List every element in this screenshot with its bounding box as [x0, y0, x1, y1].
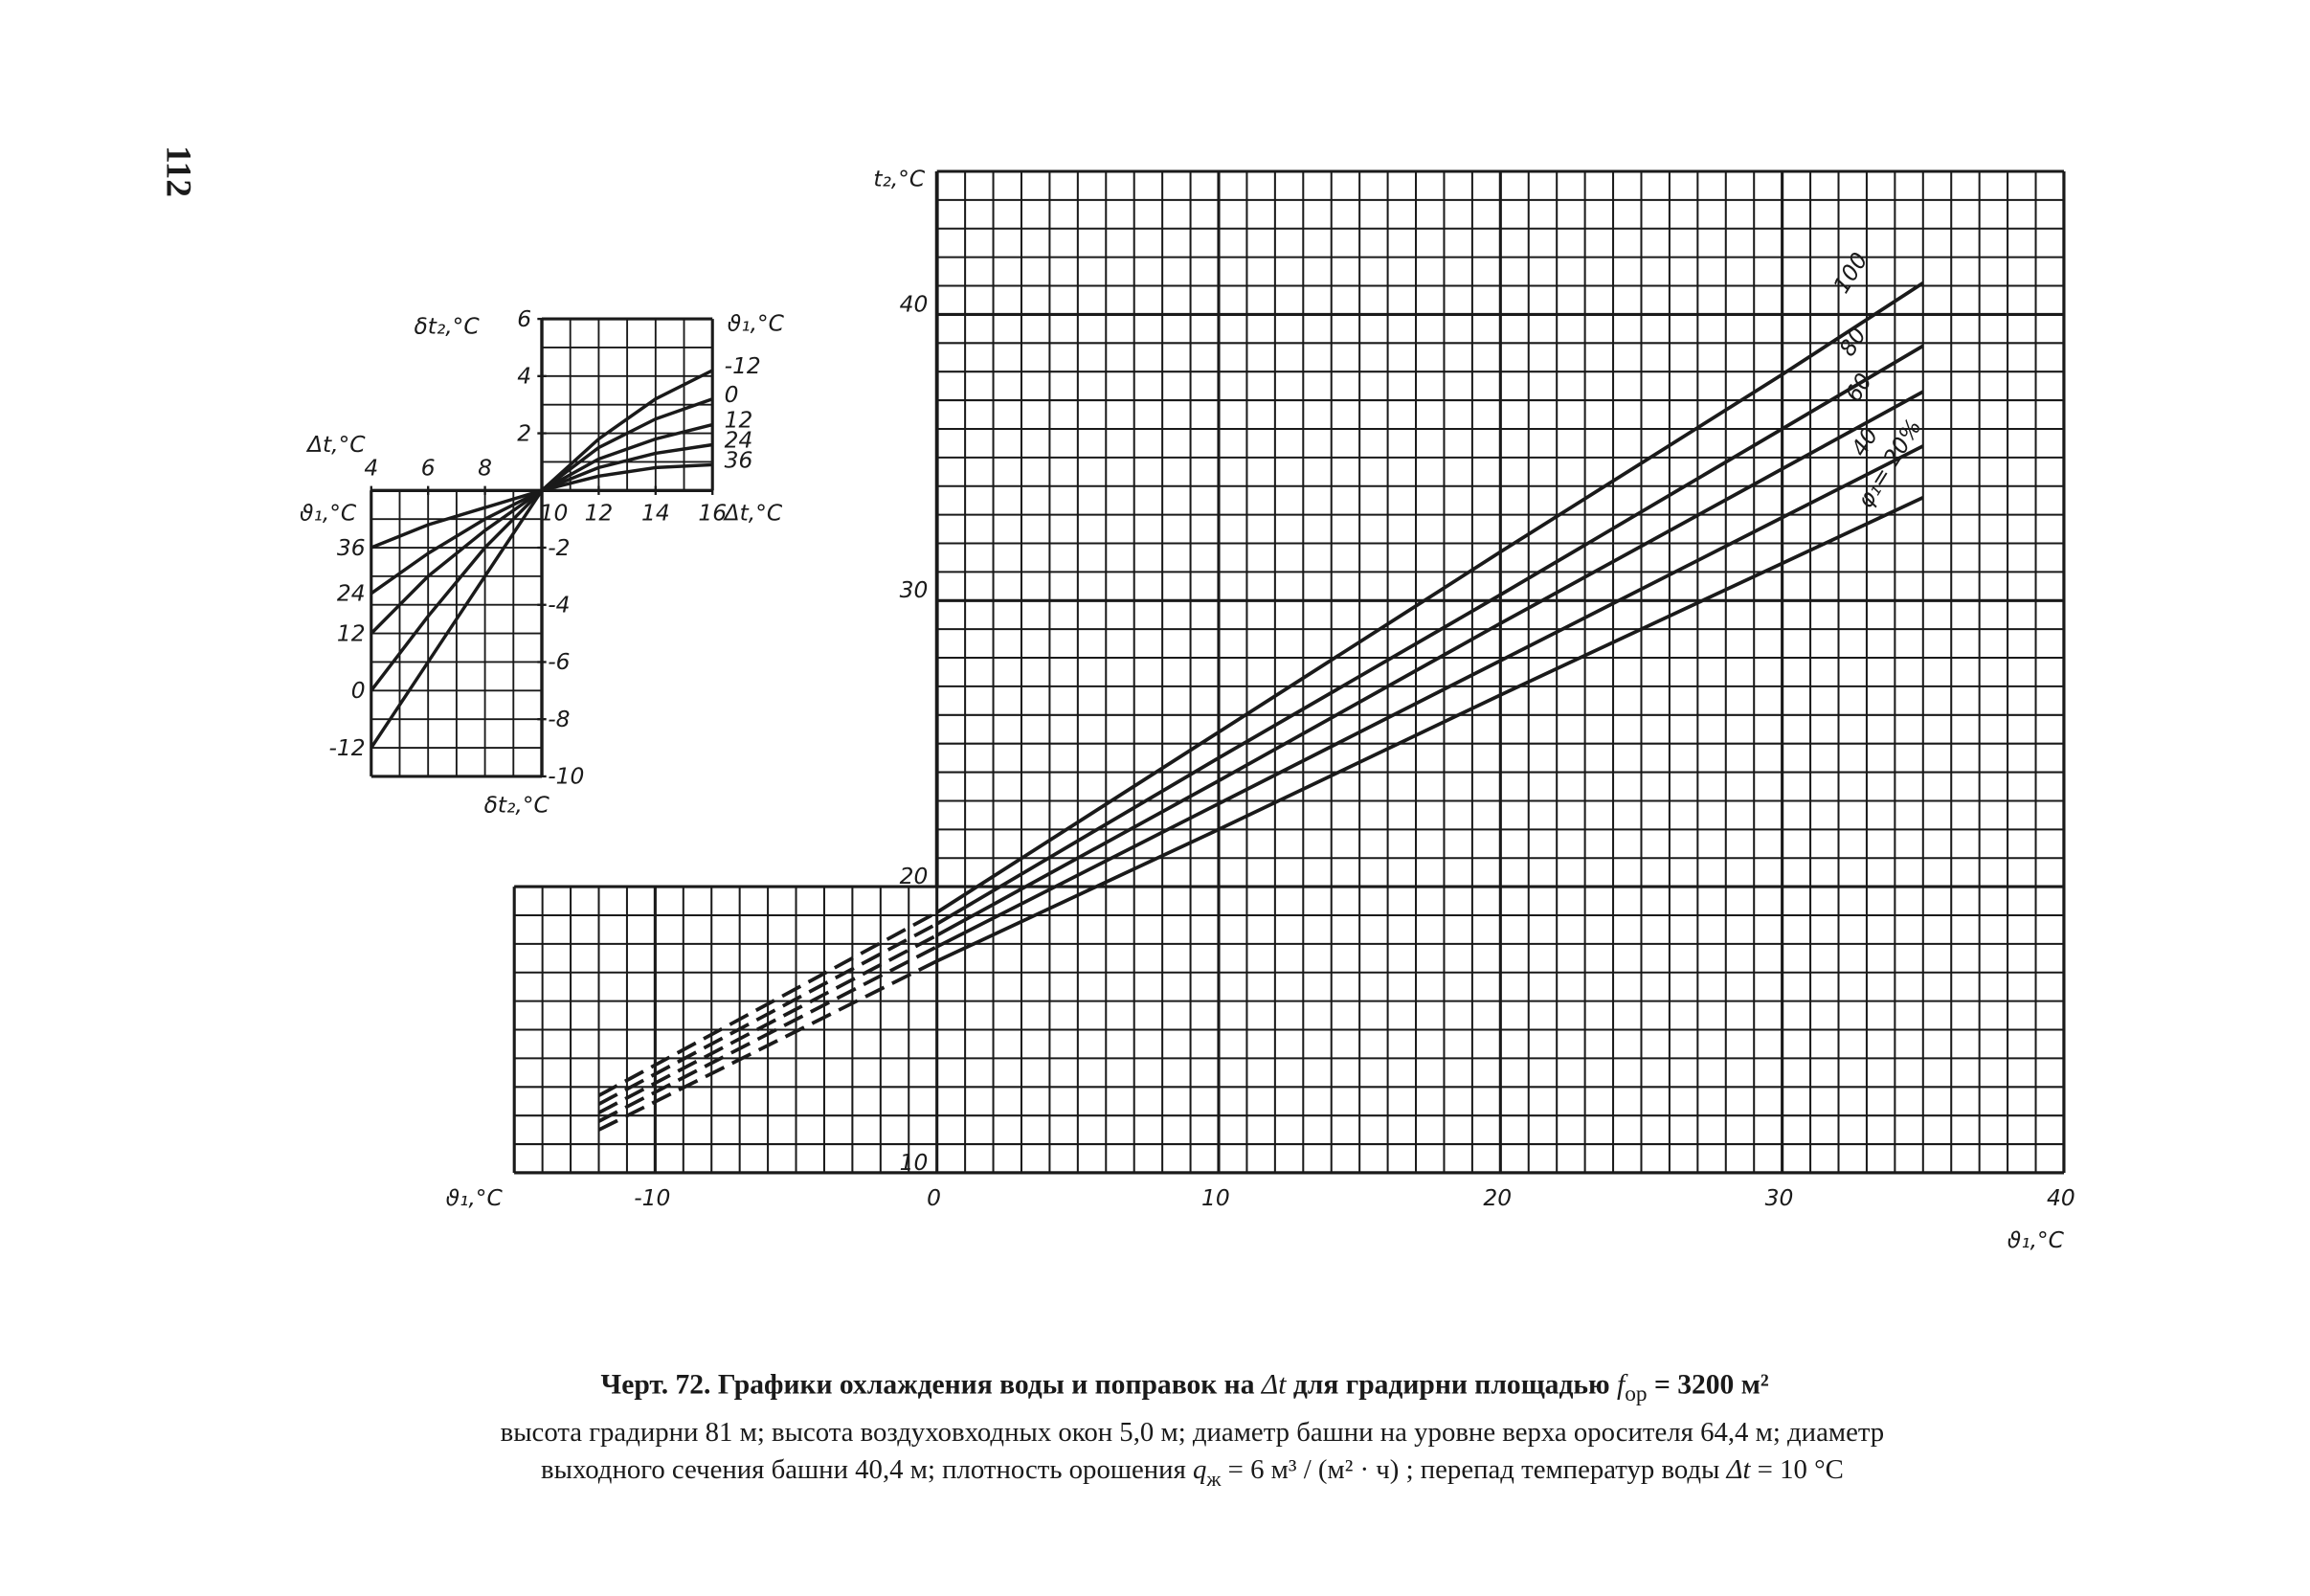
- x-tick-label: 10: [540, 499, 569, 526]
- series-label: 36: [337, 534, 366, 561]
- y-tick-label: -10: [548, 763, 584, 790]
- y-tick-label: 2: [517, 419, 531, 446]
- x-tick-label: 16: [698, 499, 727, 526]
- series-line: [935, 390, 1924, 937]
- x-tick-label: 4: [364, 455, 378, 482]
- y-tick-label: 6: [517, 305, 531, 332]
- legend-title: ϑ₁,°C: [300, 499, 357, 526]
- y-tick-label: 30: [900, 576, 929, 603]
- series-label: 12: [337, 619, 366, 646]
- caption-run: Δt: [1261, 1369, 1287, 1400]
- x-tick-label: 30: [1765, 1184, 1794, 1211]
- x-axis-label: Δt,°C: [305, 431, 366, 458]
- series-line: [935, 344, 1924, 926]
- x-tick-label: 12: [585, 499, 614, 526]
- series-label: -12: [328, 734, 365, 761]
- y-tick-label: -2: [548, 534, 570, 561]
- series-line: [370, 462, 713, 550]
- x-tick-label: 0: [927, 1184, 941, 1211]
- caption-run: = 6 м³ / (м² · ч) ; перепад температур в…: [1221, 1454, 1726, 1485]
- y-axis-label: δt₂,°C: [414, 313, 480, 340]
- extension-line: [597, 945, 938, 1123]
- series-label: -12: [725, 352, 761, 379]
- caption-run: выходного сечения башни 40,4 м; плотност…: [541, 1454, 1193, 1485]
- x-tick-label: 20: [1483, 1184, 1512, 1211]
- caption-run: Δt: [1726, 1454, 1752, 1485]
- y-axis-label: t₂,°C: [873, 166, 926, 192]
- y-tick-label: -8: [548, 706, 570, 732]
- series-label: 36: [725, 447, 753, 474]
- y-axis-label: δt₂,°C: [484, 791, 550, 818]
- x-tick-label: 8: [478, 455, 492, 482]
- x-tick-label: 14: [641, 499, 670, 526]
- x-tick-label: 6: [421, 455, 436, 482]
- extension-line: [597, 933, 938, 1114]
- legend-title: ϑ₁,°C: [728, 310, 785, 337]
- page-number: 112: [159, 146, 198, 197]
- caption-run: = 3200 м²: [1648, 1369, 1769, 1400]
- series-label: 24: [337, 580, 366, 607]
- x-axis-label: ϑ₁,°C: [446, 1184, 504, 1211]
- caption-line: выходного сечения башни 40,4 м; плотност…: [541, 1454, 1844, 1491]
- y-tick-label: 4: [517, 363, 531, 390]
- series-label: 24: [725, 427, 753, 454]
- caption-run: для градирни площадью: [1286, 1369, 1617, 1400]
- caption-run: ор: [1625, 1382, 1647, 1406]
- series-label: 0: [351, 677, 366, 704]
- caption-line: высота градирни 81 м; высота воздуховход…: [501, 1417, 1885, 1448]
- y-tick-label: 10: [900, 1149, 929, 1176]
- inset-chart: 4 6 810 12 14 16-10-8-6-4-2246δt₂,°Cδt₂,°CΔt,…: [300, 305, 785, 818]
- y-tick-label: 20: [900, 863, 929, 889]
- y-tick-label: -4: [548, 592, 570, 618]
- series-line: [935, 495, 1924, 963]
- series-label: 12: [725, 407, 753, 434]
- x-tick-label: 10: [1201, 1184, 1230, 1211]
- series-label: 0: [725, 381, 739, 408]
- y-tick-label: 40: [900, 290, 929, 317]
- series-line: [935, 281, 1924, 914]
- extension-line: [597, 959, 938, 1132]
- caption-run: q: [1193, 1454, 1206, 1485]
- caption-run: = 10 °C: [1750, 1454, 1843, 1485]
- series-line: [935, 444, 1924, 949]
- x-axis-label: ϑ₁,°C: [2007, 1226, 2065, 1253]
- caption-title: Черт. 72. Графики охлаждения воды и попр…: [601, 1369, 1769, 1406]
- extension-line: [597, 922, 938, 1106]
- x-tick-label: 40: [2047, 1184, 2075, 1211]
- main-chart: -10 0 10 20 30 4010203040t₂,°Cϑ₁,°Cϑ₁,°C10080…: [446, 166, 2075, 1253]
- x-axis-label: Δt,°C: [723, 499, 783, 526]
- caption-run: ж: [1205, 1468, 1222, 1491]
- extension-line: [597, 910, 938, 1097]
- caption-run: Черт. 72. Графики охлаждения воды и попр…: [601, 1369, 1262, 1400]
- x-tick-label: -10: [634, 1184, 670, 1211]
- y-tick-label: -6: [548, 648, 570, 675]
